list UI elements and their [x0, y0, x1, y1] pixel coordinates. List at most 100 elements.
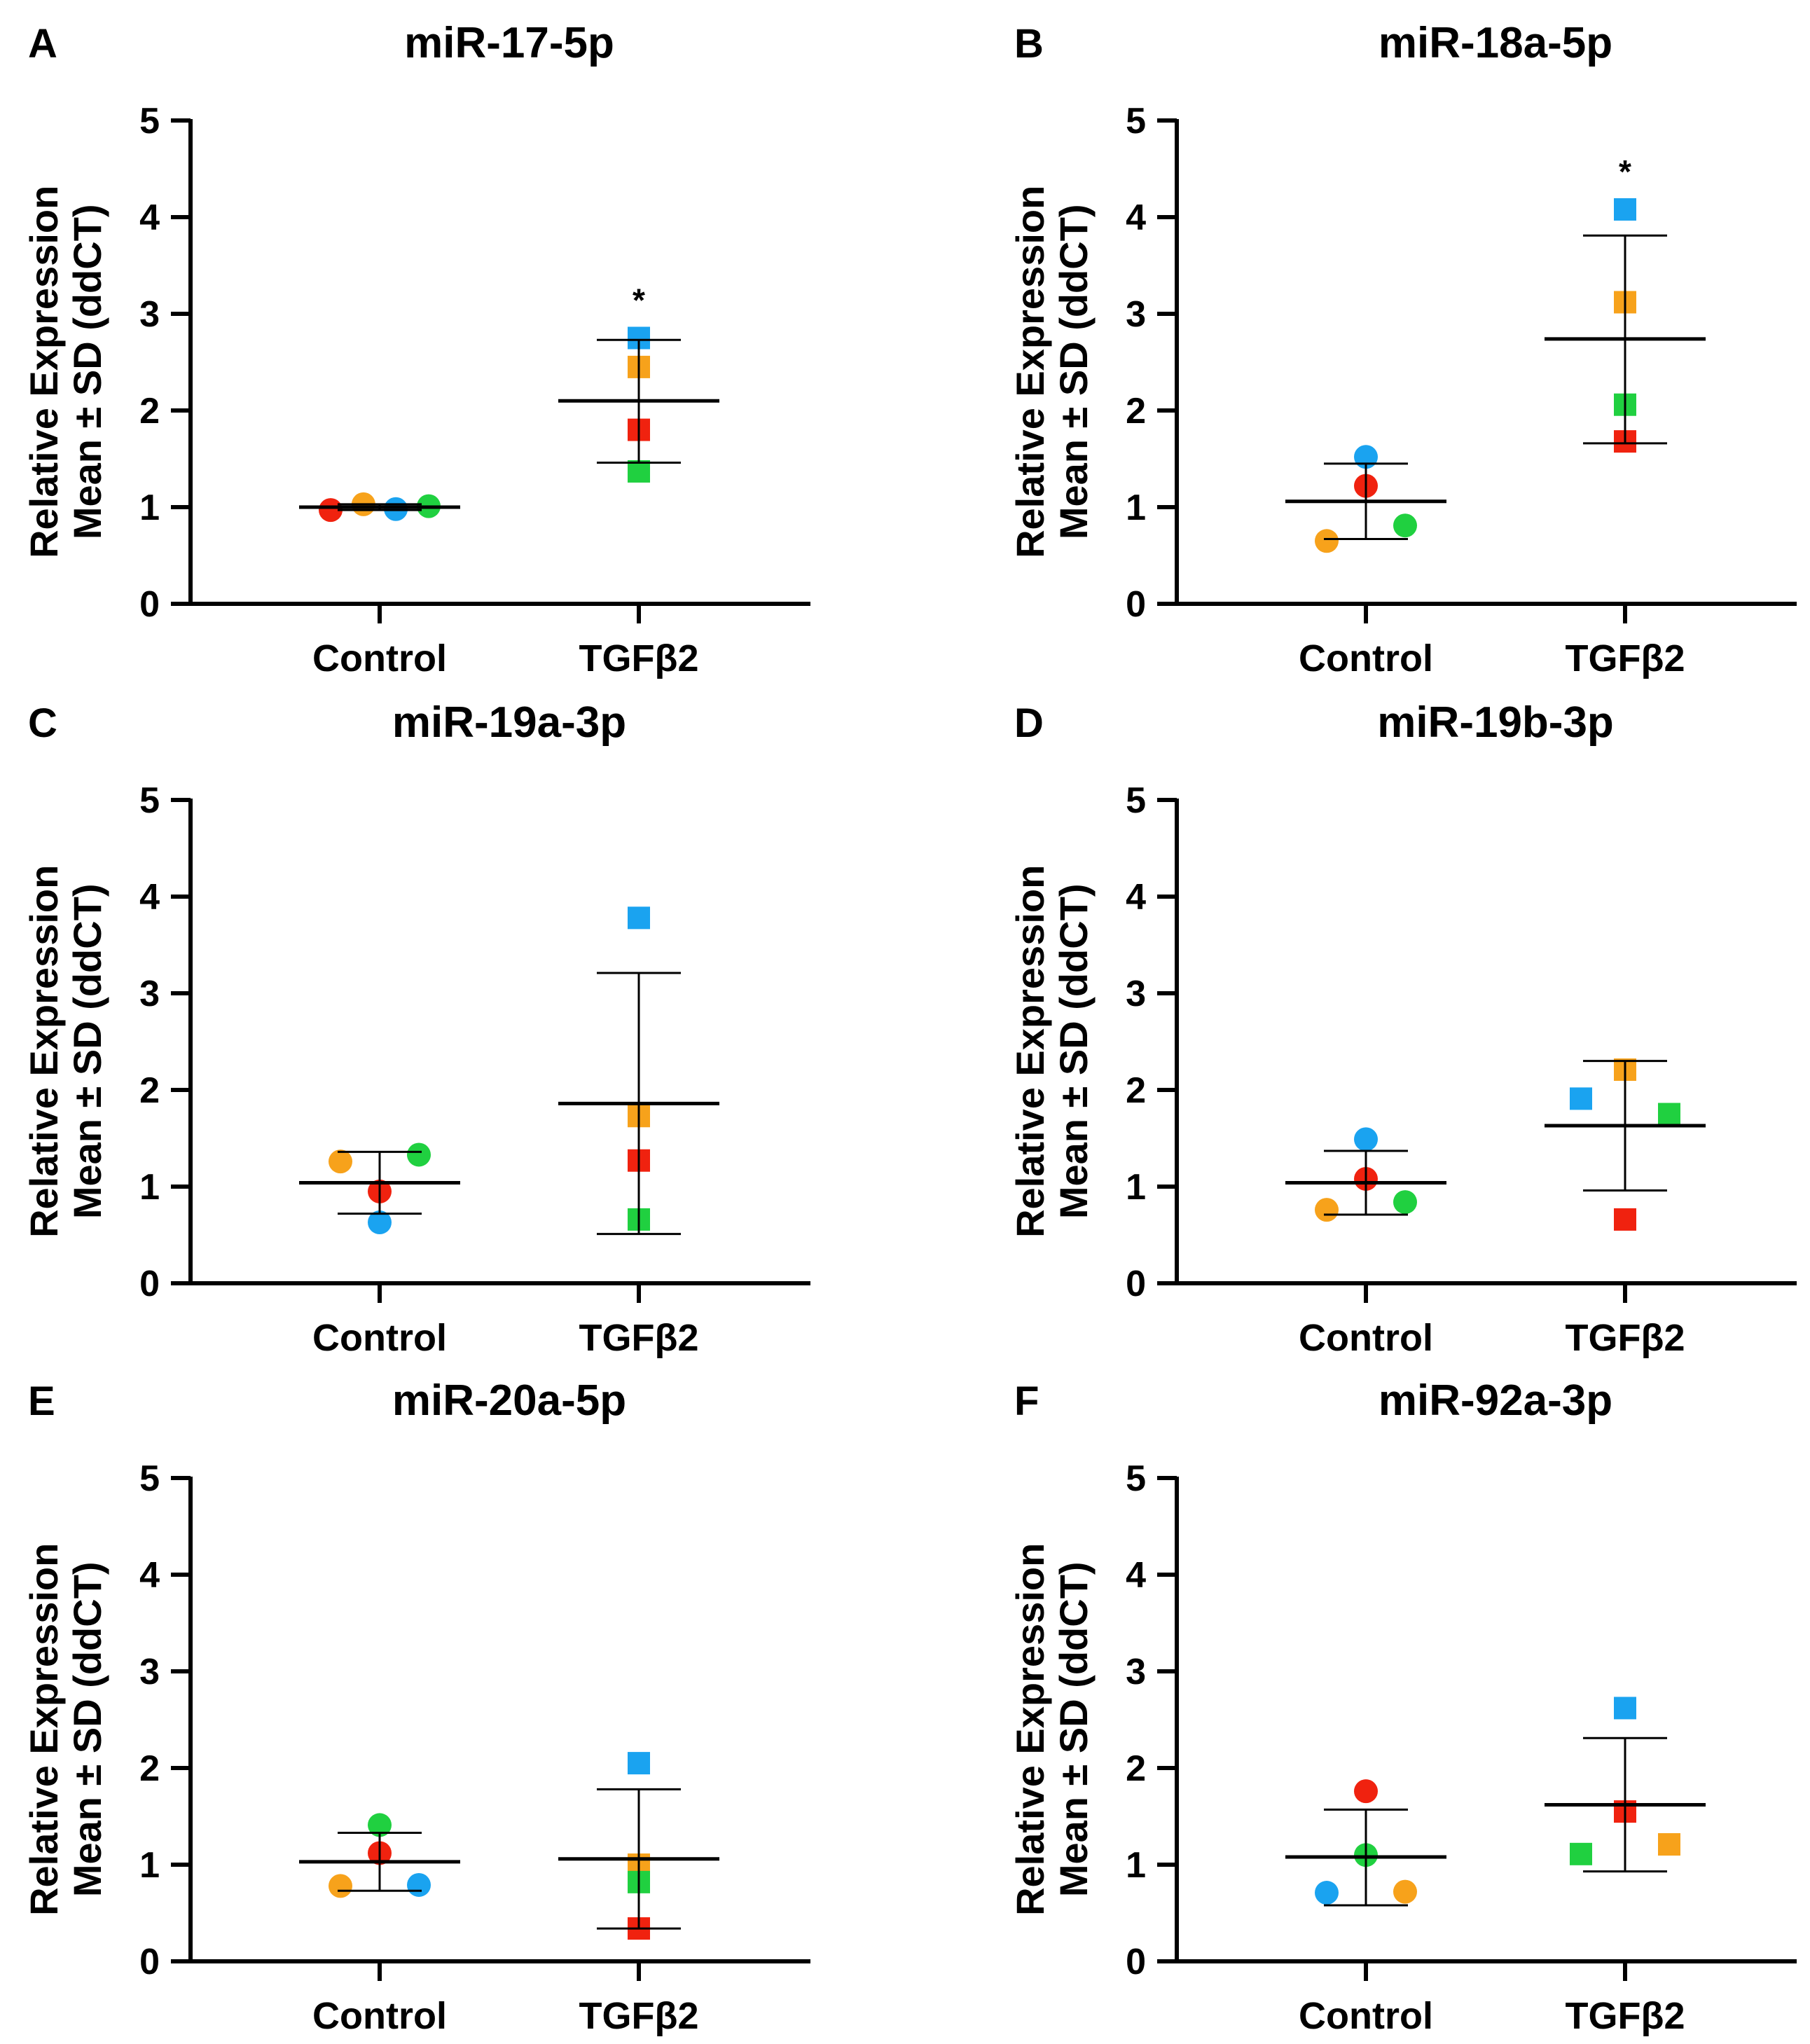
y-tick-label: 2: [139, 1070, 160, 1111]
y-tick-label: 3: [1126, 974, 1146, 1014]
chart-title: miR-18a-5p: [1379, 19, 1612, 67]
data-point-blue: [1570, 1087, 1592, 1110]
y-tick-label: 3: [139, 294, 160, 335]
y-tick-label: 1: [139, 488, 160, 528]
y-axis-label: Relative Expression Mean ± SD (ddCT): [22, 865, 109, 1238]
y-tick-label: 0: [139, 584, 160, 625]
y-tick-label: 4: [139, 1555, 160, 1596]
y-tick-label: 1: [139, 1167, 160, 1208]
data-point-green: [1393, 513, 1417, 538]
y-tick-label: 4: [1126, 877, 1146, 918]
y-tick-label: 3: [139, 974, 160, 1014]
group-control: [299, 1813, 460, 1898]
x-category-label: TGFβ2: [579, 1317, 699, 1359]
data-point-green: [628, 460, 650, 483]
data-point-green: [1393, 1190, 1417, 1215]
data-point-orange: [329, 1874, 352, 1898]
y-tick-label: 1: [1126, 1845, 1146, 1886]
y-tick-label: 3: [1126, 294, 1146, 335]
x-category-label: Control: [1299, 1995, 1433, 2037]
y-axis-label: Relative Expression Mean ± SD (ddCT): [1008, 865, 1096, 1238]
x-category-label: TGFβ2: [1566, 637, 1685, 679]
group-tgfβ2: *: [1545, 153, 1706, 453]
y-tick-label: 2: [1126, 1748, 1146, 1789]
y-axis-label: Relative Expression Mean ± SD (ddCT): [22, 186, 109, 558]
group-control: [299, 1142, 460, 1235]
y-axis-label-line1: Relative Expression: [1008, 1543, 1052, 1916]
panel-letter: B: [1014, 21, 1044, 67]
y-axis-label-line2: Mean ± SD (ddCT): [1051, 1561, 1096, 1897]
x-category-label: Control: [1299, 637, 1433, 679]
y-tick-label: 1: [1126, 1167, 1146, 1208]
x-category-label: TGFβ2: [1566, 1995, 1685, 2037]
y-tick-label: 2: [139, 1748, 160, 1789]
y-tick-label: 4: [139, 877, 160, 918]
data-point-orange: [329, 1149, 352, 1174]
y-tick-label: 4: [1126, 198, 1146, 238]
y-tick-label: 0: [1126, 1942, 1146, 1982]
x-category-label: TGFβ2: [1566, 1317, 1685, 1359]
y-axis-label: Relative Expression Mean ± SD (ddCT): [22, 1543, 109, 1916]
group-control: [1285, 445, 1446, 553]
x-category-label: Control: [312, 1317, 447, 1359]
data-point-orange: [1393, 1879, 1417, 1904]
y-tick-label: 5: [1126, 101, 1146, 141]
data-point-green: [368, 1813, 392, 1837]
group-control: [1285, 1127, 1446, 1222]
y-axis-label-line1: Relative Expression: [22, 186, 66, 558]
group-tgfβ2: [558, 1752, 719, 1940]
x-category-label: Control: [1299, 1317, 1433, 1359]
y-tick-label: 2: [139, 391, 160, 431]
y-tick-label: 3: [1126, 1652, 1146, 1692]
data-point-blue: [628, 1752, 650, 1775]
y-tick-label: 4: [139, 198, 160, 238]
significance-marker: *: [633, 282, 645, 319]
data-point-blue: [628, 906, 650, 930]
y-tick-label: 0: [1126, 584, 1146, 625]
data-point-blue: [1315, 1881, 1339, 1905]
data-point-blue: [1354, 1127, 1378, 1152]
y-axis-label-line2: Mean ± SD (ddCT): [1051, 204, 1096, 539]
group-tgfβ2: *: [558, 282, 719, 483]
y-tick-label: 2: [1126, 391, 1146, 431]
group-tgfβ2: [1545, 1058, 1706, 1231]
data-point-blue: [368, 1210, 392, 1235]
chart-title: miR-19a-3p: [392, 698, 626, 747]
significance-marker: *: [1619, 153, 1631, 190]
group-tgfβ2: [1545, 1697, 1706, 1873]
y-tick-label: 2: [1126, 1070, 1146, 1111]
y-tick-label: 5: [139, 780, 160, 821]
data-point-red: [319, 498, 343, 523]
y-tick-label: 1: [1126, 488, 1146, 528]
y-axis-label-line2: Mean ± SD (ddCT): [65, 1561, 109, 1897]
group-control: [1285, 1779, 1446, 1907]
y-axis-label-line1: Relative Expression: [1008, 865, 1052, 1238]
x-category-label: TGFβ2: [579, 637, 699, 679]
data-point-green: [407, 1142, 431, 1167]
panel-letter: D: [1014, 700, 1044, 746]
data-point-orange: [1315, 529, 1339, 553]
y-tick-label: 1: [139, 1845, 160, 1886]
y-axis-label-line1: Relative Expression: [1008, 186, 1052, 558]
group-tgfβ2: [558, 906, 719, 1236]
x-category-label: Control: [312, 637, 447, 679]
data-point-red: [1354, 1779, 1378, 1804]
panel-letter: C: [28, 700, 57, 746]
y-axis-label: Relative Expression Mean ± SD (ddCT): [1008, 186, 1096, 558]
data-point-orange: [1658, 1833, 1680, 1856]
x-category-label: Control: [312, 1995, 447, 2037]
data-point-green: [1658, 1103, 1680, 1126]
chart-title: miR-92a-3p: [1379, 1376, 1612, 1425]
y-tick-label: 0: [139, 1264, 160, 1304]
y-tick-label: 4: [1126, 1555, 1146, 1596]
y-tick-label: 0: [139, 1942, 160, 1982]
y-tick-label: 5: [1126, 780, 1146, 821]
data-point-blue: [1614, 1697, 1636, 1720]
